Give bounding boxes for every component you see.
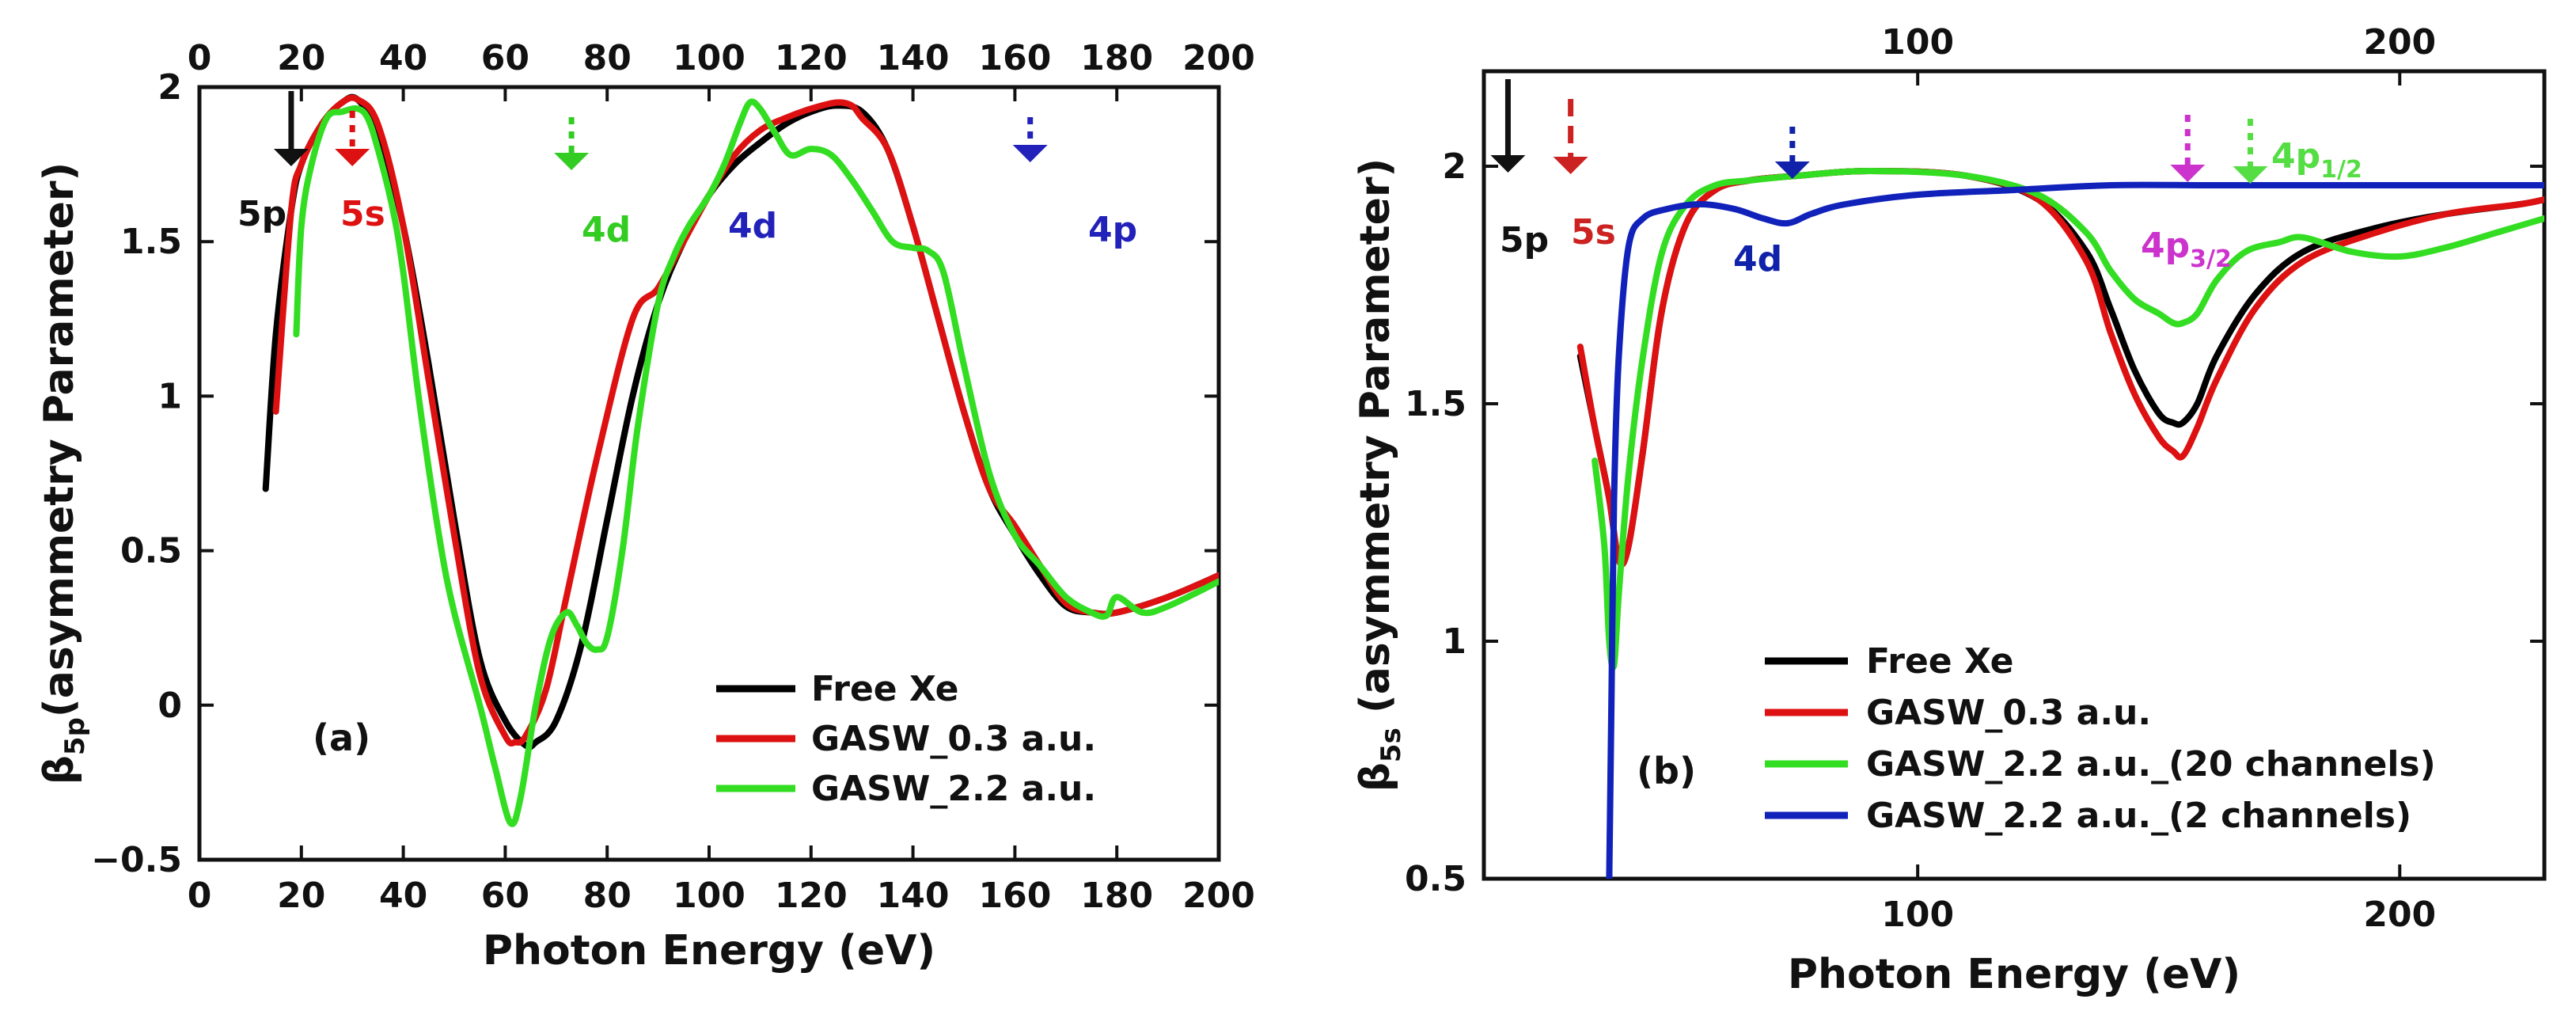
annotation-arrow-head: [554, 153, 590, 170]
series-line-free-xe: [1576, 168, 2544, 568]
y-axis-label-sub: 5p: [59, 717, 91, 755]
y-tick-label: 0: [157, 686, 182, 726]
annotation-arrow-head: [1774, 161, 1810, 179]
y-tick-label: 1.5: [1405, 384, 1466, 424]
x-top-tick-label: 20: [277, 38, 325, 78]
y-axis-label-a: β5p(asymmetry Parameter): [36, 162, 91, 785]
x-top-tick-label: 100: [673, 38, 745, 78]
y-tick-label: 1: [157, 376, 182, 416]
annotation-arrow-head: [1490, 155, 1526, 173]
series-line-gasw-2-2-a-u: [293, 98, 1219, 827]
x-top-tick-label: 160: [978, 38, 1051, 78]
x-top-tick-label: 40: [379, 38, 427, 78]
panel-label-b: (b): [1637, 750, 1696, 792]
annotation-label-5s: 5s: [340, 194, 385, 234]
annotation-arrow-head: [273, 149, 309, 166]
annotation-arrow-head: [335, 149, 370, 166]
x-tick-label: 0: [188, 876, 212, 916]
x-tick-label: 200: [2363, 895, 2436, 935]
x-tick-label: 200: [1182, 876, 1255, 916]
legend-label-gasw-0-3: GASW_0.3 a.u.: [811, 719, 1096, 759]
series-line-free-xe: [262, 93, 1219, 750]
y-axis-label-prefix-b: β: [1352, 762, 1399, 792]
x-tick-label: 60: [481, 876, 529, 916]
panel-b: 100 100 200 200 0.5 1 1.5 2 5p 5s 4d 4p3/2 4p1/2 (b…: [1352, 22, 2547, 998]
series-group-a: [262, 93, 1219, 827]
annotation-label-4p: 4p: [1088, 210, 1137, 250]
y-tick-label: −0.5: [91, 840, 182, 880]
x-top-tick-label: 0: [188, 38, 212, 78]
y-axis-label-rest-b: (asymmetry Parameter): [1352, 158, 1399, 728]
y-tick-label: 1.5: [120, 222, 182, 262]
x-tick-label: 160: [978, 876, 1051, 916]
series-line-gasw-0-3-a-u: [272, 94, 1219, 747]
panel-label-a: (a): [313, 716, 370, 759]
y-axis-label-sub-b: 5s: [1375, 728, 1407, 762]
y-tick-label: 0.5: [120, 531, 182, 572]
legend-label-b-gasw-20: GASW_2.2 a.u._(20 channels): [1866, 744, 2436, 785]
annotation-arrow-head: [1012, 145, 1048, 162]
x-tick-label: 140: [877, 876, 950, 916]
annotation-label-4p: 4p1/2: [2271, 136, 2362, 184]
ticks-b: 100 100 200 200 0.5 1 1.5 2: [1405, 22, 2544, 935]
annotation-label-5s: 5s: [1571, 212, 1616, 253]
plot-frame-b: [1481, 69, 2547, 881]
annotations-b: 5p 5s 4d 4p3/2 4p1/2: [1490, 79, 2362, 279]
x-top-tick-label: 60: [481, 38, 529, 78]
legend-label-gasw-2-2: GASW_2.2 a.u.: [811, 769, 1096, 809]
y-tick-label: 2: [1442, 146, 1466, 187]
legend-label-b-free-xe: Free Xe: [1866, 641, 2014, 682]
x-tick-label: 100: [1881, 895, 1954, 935]
y-axis-label-prefix: β: [36, 755, 83, 785]
y-tick-label: 1: [1442, 621, 1466, 662]
x-axis-label-a: Photon Energy (eV): [483, 927, 935, 975]
y-tick-label: 0.5: [1405, 859, 1466, 899]
series-group-b: [1576, 168, 2544, 879]
series-line-gasw-0-3-a-u: [1576, 168, 2544, 568]
x-tick-label: 80: [583, 876, 632, 916]
y-tick-label: 2: [157, 67, 182, 108]
x-top-tick-label: 180: [1080, 38, 1153, 78]
annotation-label-4p: 4p3/2: [2141, 226, 2232, 273]
x-tick-label: 40: [379, 876, 427, 916]
x-tick-label: 180: [1080, 876, 1153, 916]
x-tick-label: 20: [277, 876, 325, 916]
ticks-a: 0020204040606080801001001201201401401601…: [91, 38, 1255, 916]
annotation-label-5p: 5p: [237, 194, 286, 234]
annotation-arrow-head: [1553, 157, 1588, 174]
x-axis-label-b: Photon Energy (eV): [1788, 951, 2240, 998]
y-axis-label-rest: (asymmetry Parameter): [36, 162, 83, 717]
legend-label-b-gasw-2: GASW_2.2 a.u._(2 channels): [1866, 796, 2411, 836]
annotation-label-4d: 4d: [728, 206, 777, 246]
annotation-label-4d: 4d: [1733, 239, 1782, 279]
series-line-gasw-2-2-a-u-2-channels: [1606, 181, 2544, 879]
series-line-gasw-2-2-a-u-20-channels: [1592, 168, 2544, 671]
legend-a: Free Xe GASW_0.3 a.u. GASW_2.2 a.u.: [716, 669, 1096, 809]
annotation-label-5p: 5p: [1500, 220, 1549, 260]
x-top-tick-label: 100: [1881, 22, 1954, 63]
x-tick-label: 100: [673, 876, 745, 916]
x-top-tick-label: 200: [2363, 22, 2436, 63]
x-top-tick-label: 80: [583, 38, 632, 78]
y-axis-label-b: β5s (asymmetry Parameter): [1352, 158, 1407, 792]
annotation-label-4d: 4d: [582, 210, 631, 250]
x-tick-label: 120: [775, 876, 848, 916]
annotation-arrow-head: [2170, 165, 2206, 182]
panel-a: 0020204040606080801001001201201401401601…: [36, 38, 1255, 975]
x-top-tick-label: 140: [877, 38, 950, 78]
annotations-a: 5p 5s 4d 4d 4p: [237, 91, 1137, 250]
legend-label-free-xe: Free Xe: [811, 669, 959, 709]
annotation-arrow-head: [2233, 166, 2268, 184]
x-top-tick-label: 120: [775, 38, 848, 78]
legend-b: Free Xe GASW_0.3 a.u. GASW_2.2 a.u._(20 …: [1765, 641, 2436, 836]
legend-label-b-gasw-0-3: GASW_0.3 a.u.: [1866, 693, 2151, 733]
x-top-tick-label: 200: [1182, 38, 1255, 78]
